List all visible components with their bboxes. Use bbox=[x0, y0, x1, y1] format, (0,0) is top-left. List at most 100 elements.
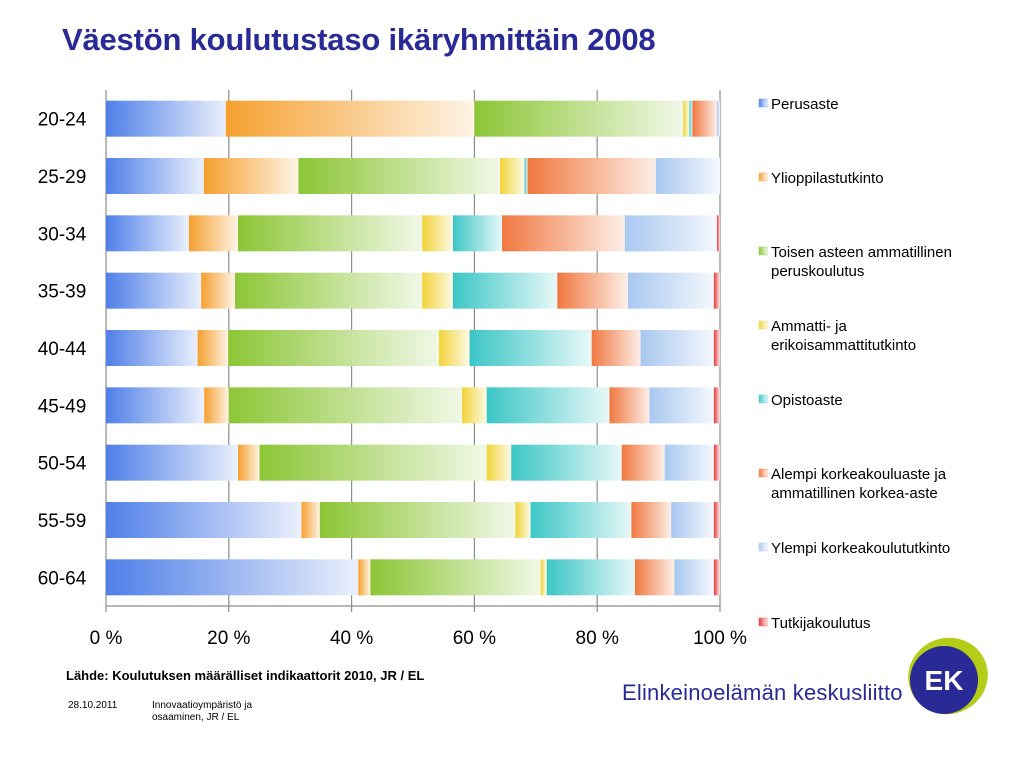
legend-label: Tutkijakoulutus bbox=[771, 615, 871, 632]
bar-segment bbox=[624, 215, 717, 252]
bar-segment bbox=[204, 387, 229, 424]
bar-segment bbox=[234, 272, 423, 309]
bar-segment bbox=[689, 100, 693, 137]
y-category-label: 30-34 bbox=[38, 224, 87, 245]
bar-segment bbox=[530, 502, 632, 538]
legend-label: Alempi korkeakouluaste ja ammatillinen ko… bbox=[771, 466, 947, 502]
bar-segment bbox=[716, 215, 720, 252]
bar-segment bbox=[546, 559, 635, 596]
bar-segment bbox=[422, 272, 453, 309]
y-category-label: 45-49 bbox=[38, 396, 87, 417]
bar-segment bbox=[634, 559, 675, 596]
bar-segment bbox=[683, 100, 690, 137]
bar-segment bbox=[557, 272, 628, 309]
bar-segment bbox=[452, 272, 558, 309]
bar-segment bbox=[438, 330, 470, 366]
bar-segment bbox=[515, 502, 531, 538]
bar-segment bbox=[358, 559, 371, 596]
bar-segment bbox=[511, 444, 622, 481]
bar-segment bbox=[301, 502, 320, 538]
organization-name: Elinkeinoelämän keskusliitto bbox=[622, 680, 903, 705]
bar-segment bbox=[500, 158, 525, 194]
chart-legend: Perusaste Ylioppilastutkinto Toisen asteen… bbox=[758, 96, 952, 632]
x-tick-label: 80 % bbox=[576, 628, 619, 649]
bar-segment bbox=[106, 330, 198, 366]
bar-segment bbox=[106, 502, 302, 538]
bar-segment bbox=[106, 215, 189, 252]
bar-segment bbox=[713, 387, 720, 424]
bar-segment bbox=[228, 330, 439, 366]
bar-segment bbox=[524, 158, 528, 194]
bar-segment bbox=[238, 444, 260, 481]
legend-label: Opistoaste bbox=[771, 392, 843, 409]
bar-segment bbox=[452, 215, 503, 252]
x-tick-label: 40 % bbox=[330, 628, 373, 649]
bar-segment bbox=[591, 330, 641, 366]
ek-logo-text: EK bbox=[925, 665, 964, 696]
y-category-label: 35-39 bbox=[38, 282, 87, 303]
bar-segment bbox=[486, 444, 512, 481]
x-tick-label: 60 % bbox=[453, 628, 496, 649]
bar-segment bbox=[713, 444, 720, 481]
legend-label: Toisen asteen ammatillinen peruskoulutus bbox=[771, 244, 952, 280]
bar-segment bbox=[197, 330, 229, 366]
legend-swatch bbox=[758, 468, 768, 478]
legend-label: Ammatti- ja erikoisammattitutkinto bbox=[771, 318, 916, 354]
bar-segment bbox=[228, 387, 463, 424]
bar-segment bbox=[631, 502, 672, 538]
legend-swatch bbox=[758, 320, 768, 330]
bar-segment bbox=[238, 215, 423, 252]
legend-swatch bbox=[758, 542, 768, 552]
bar-segment bbox=[664, 444, 714, 481]
bar-segment bbox=[621, 444, 665, 481]
bar-segment bbox=[713, 330, 720, 366]
legend-swatch bbox=[758, 394, 768, 404]
x-tick-label: 0 % bbox=[90, 628, 123, 649]
bar-segment bbox=[692, 100, 717, 137]
bar-segment bbox=[469, 330, 592, 366]
y-category-label: 20-24 bbox=[38, 110, 87, 131]
bar-segment bbox=[540, 559, 547, 596]
bar-segment bbox=[203, 158, 299, 194]
bar-segment bbox=[201, 272, 235, 309]
legend-label: Perusaste bbox=[771, 96, 839, 113]
bar-segment bbox=[713, 502, 720, 538]
y-category-label: 50-54 bbox=[38, 454, 87, 475]
y-category-label: 55-59 bbox=[38, 511, 87, 532]
bar-segment bbox=[225, 100, 475, 137]
bar-segment bbox=[502, 215, 625, 252]
bar-segment bbox=[716, 100, 720, 137]
ek-logo: EK bbox=[908, 637, 988, 715]
bar-segment bbox=[486, 387, 610, 424]
bar-segment bbox=[527, 158, 656, 194]
bar-segment bbox=[640, 330, 714, 366]
bar-segment bbox=[674, 559, 714, 596]
x-tick-label: 20 % bbox=[207, 628, 250, 649]
legend-swatch bbox=[758, 246, 768, 256]
chart-title: Väestön koulutustaso ikäryhmittäin 2008 bbox=[62, 22, 656, 57]
bar-segment bbox=[259, 444, 487, 481]
bar-segment bbox=[713, 559, 720, 596]
bar-segment bbox=[106, 387, 205, 424]
x-tick-label: 100 % bbox=[693, 628, 747, 649]
y-axis-labels: 20-24 25-29 30-34 35-39 40-44 45-49 50-54 55-59… bbox=[38, 110, 87, 590]
footer-date: 28.10.2011 bbox=[68, 700, 118, 711]
y-category-label: 60-64 bbox=[38, 568, 87, 589]
legend-swatch bbox=[758, 98, 768, 108]
bar-segment bbox=[298, 158, 501, 194]
stacked-bar-chart: 20-24 25-29 30-34 35-39 40-44 45-49 50-54 55-59… bbox=[38, 90, 952, 649]
legend-label: Ylioppilastutkinto bbox=[771, 170, 884, 187]
bar-segment bbox=[106, 559, 359, 596]
bar-segment bbox=[422, 215, 453, 252]
bar-segment bbox=[649, 387, 714, 424]
bar-segment bbox=[462, 387, 487, 424]
chart-bars bbox=[106, 100, 720, 596]
y-category-label: 40-44 bbox=[38, 339, 87, 360]
legend-label: Ylempi korkeakoulututkinto bbox=[771, 540, 950, 557]
bar-segment bbox=[655, 158, 720, 194]
bar-segment bbox=[474, 100, 684, 137]
y-category-label: 25-29 bbox=[38, 167, 87, 188]
bar-segment bbox=[671, 502, 714, 538]
bar-segment bbox=[106, 100, 226, 137]
bar-segment bbox=[106, 158, 204, 194]
